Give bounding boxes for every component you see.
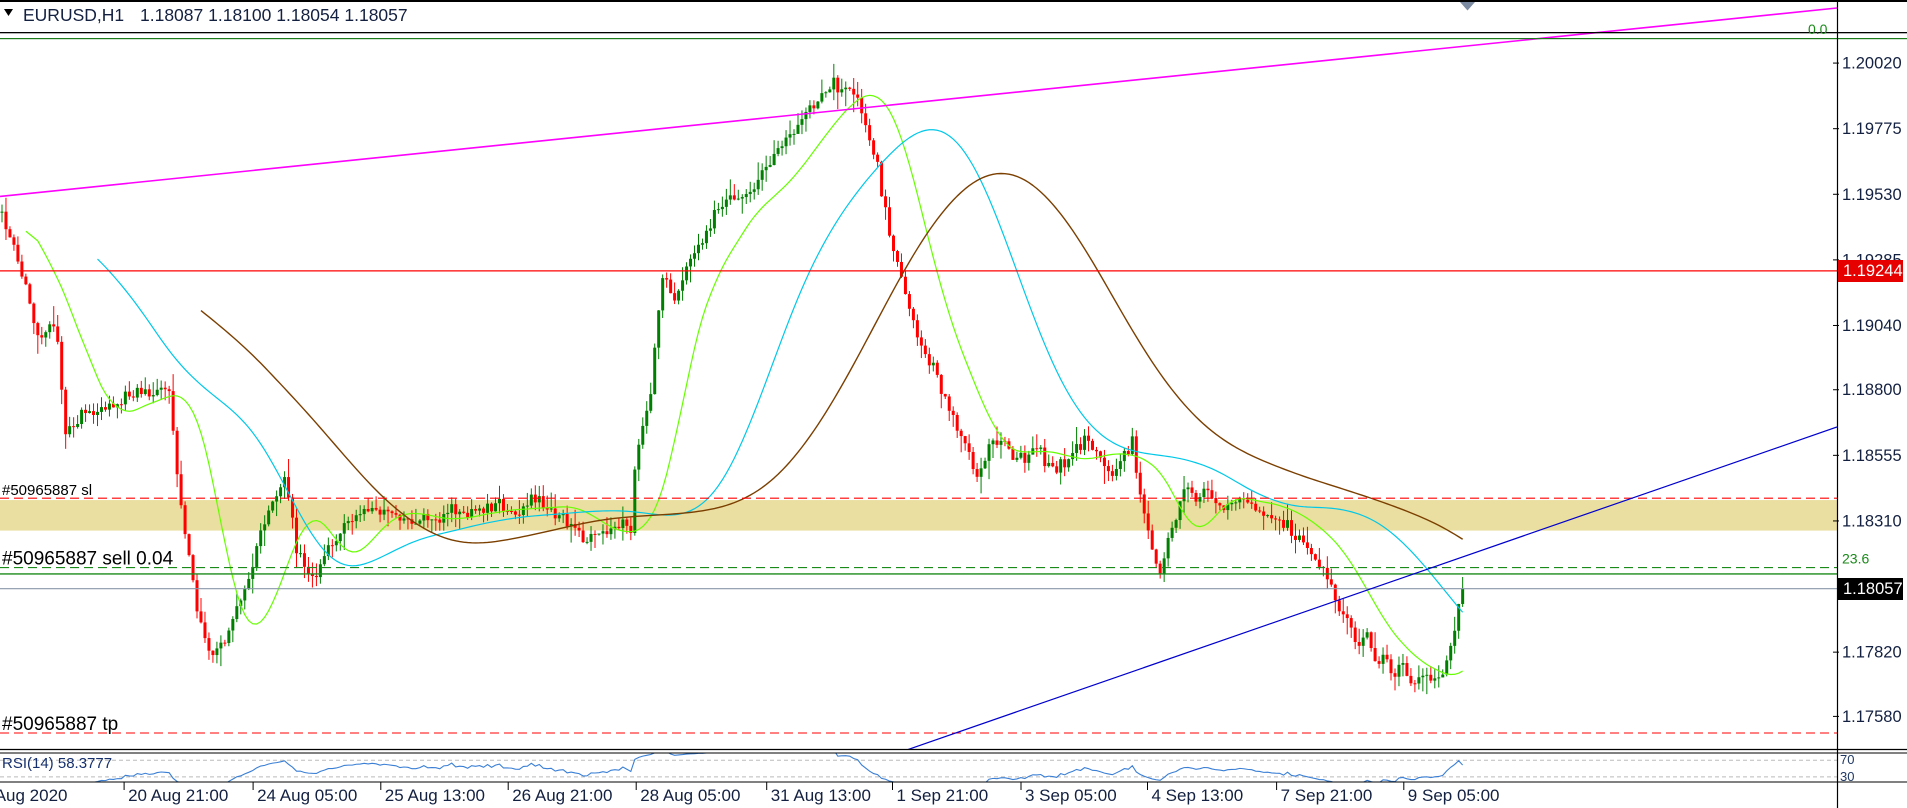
svg-text:1.18057: 1.18057	[1843, 580, 1903, 598]
svg-text:1.18800: 1.18800	[1842, 381, 1902, 399]
svg-text:1.17820: 1.17820	[1842, 644, 1902, 662]
svg-text:4 Sep 13:00: 4 Sep 13:00	[1152, 786, 1244, 805]
svg-text:26 Aug 21:00: 26 Aug 21:00	[512, 786, 612, 805]
svg-text:#50965887 sell 0.04: #50965887 sell 0.04	[2, 549, 174, 570]
svg-text:23.6: 23.6	[1842, 551, 1869, 567]
svg-text:3 Sep 05:00: 3 Sep 05:00	[1025, 786, 1117, 805]
svg-text:1.17580: 1.17580	[1842, 708, 1902, 726]
svg-text:7 Sep 21:00: 7 Sep 21:00	[1281, 786, 1373, 805]
svg-text:EURUSD,H1: EURUSD,H1	[23, 5, 124, 25]
svg-text:25 Aug 13:00: 25 Aug 13:00	[385, 786, 485, 805]
svg-text:24 Aug 05:00: 24 Aug 05:00	[257, 786, 357, 805]
svg-text:#50965887 sl: #50965887 sl	[2, 482, 92, 499]
svg-text:1.18310: 1.18310	[1842, 512, 1902, 530]
svg-text:1.19530: 1.19530	[1842, 186, 1902, 204]
svg-text:20 Aug 21:00: 20 Aug 21:00	[128, 786, 228, 805]
svg-text:1 Sep 21:00: 1 Sep 21:00	[897, 786, 989, 805]
svg-text:70: 70	[1840, 752, 1854, 767]
svg-text:9 Sep 05:00: 9 Sep 05:00	[1408, 786, 1500, 805]
svg-text:28 Aug 05:00: 28 Aug 05:00	[640, 786, 740, 805]
svg-text:#50965887 tp: #50965887 tp	[2, 714, 118, 735]
svg-text:1.19775: 1.19775	[1842, 120, 1902, 138]
svg-text:1.20020: 1.20020	[1842, 55, 1902, 73]
svg-text:1.18555: 1.18555	[1842, 447, 1902, 465]
svg-text:1.19244: 1.19244	[1843, 262, 1903, 280]
svg-text:0.0: 0.0	[1808, 21, 1828, 37]
svg-text:31 Aug 13:00: 31 Aug 13:00	[771, 786, 871, 805]
svg-text:1.18087 1.18100 1.18054 1.1805: 1.18087 1.18100 1.18054 1.18057	[140, 5, 408, 25]
svg-text:1.19040: 1.19040	[1842, 317, 1902, 335]
svg-text:19 Aug 2020: 19 Aug 2020	[0, 786, 67, 805]
svg-text:RSI(14) 58.3777: RSI(14) 58.3777	[2, 755, 112, 772]
